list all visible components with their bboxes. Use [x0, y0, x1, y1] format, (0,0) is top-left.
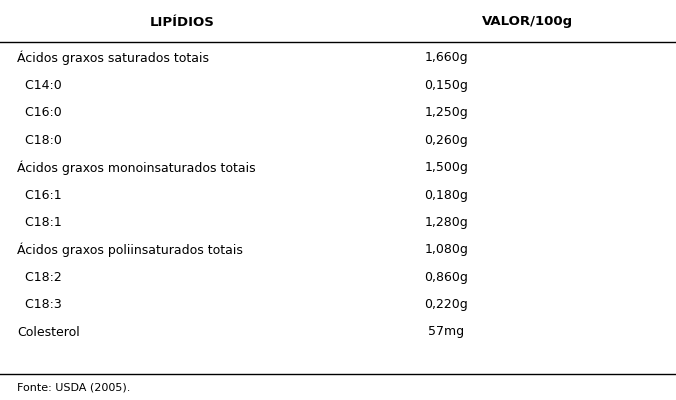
Text: 1,660g: 1,660g — [425, 52, 468, 64]
Text: 1,250g: 1,250g — [425, 106, 468, 119]
Text: 57mg: 57mg — [428, 326, 464, 338]
Text: C16:1: C16:1 — [17, 188, 62, 202]
Text: C14:0: C14:0 — [17, 79, 62, 92]
Text: C16:0: C16:0 — [17, 106, 62, 119]
Text: Fonte: USDA (2005).: Fonte: USDA (2005). — [17, 383, 130, 393]
Text: 0,860g: 0,860g — [425, 271, 468, 284]
Text: C18:1: C18:1 — [17, 216, 62, 229]
Text: C18:2: C18:2 — [17, 271, 62, 284]
Text: 0,220g: 0,220g — [425, 298, 468, 311]
Text: Ácidos graxos poliinsaturados totais: Ácidos graxos poliinsaturados totais — [17, 242, 243, 257]
Text: 1,500g: 1,500g — [425, 161, 468, 174]
Text: 1,280g: 1,280g — [425, 216, 468, 229]
Text: 0,150g: 0,150g — [425, 79, 468, 92]
Text: Ácidos graxos monoinsaturados totais: Ácidos graxos monoinsaturados totais — [17, 160, 256, 175]
Text: VALOR/100g: VALOR/100g — [482, 16, 573, 28]
Text: LIPÍDIOS: LIPÍDIOS — [150, 16, 215, 28]
Text: Ácidos graxos saturados totais: Ácidos graxos saturados totais — [17, 51, 209, 65]
Text: 0,260g: 0,260g — [425, 134, 468, 147]
Text: C18:0: C18:0 — [17, 134, 62, 147]
Text: Colesterol: Colesterol — [17, 326, 80, 338]
Text: 1,080g: 1,080g — [425, 243, 468, 256]
Text: C18:3: C18:3 — [17, 298, 62, 311]
Text: 0,180g: 0,180g — [425, 188, 468, 202]
